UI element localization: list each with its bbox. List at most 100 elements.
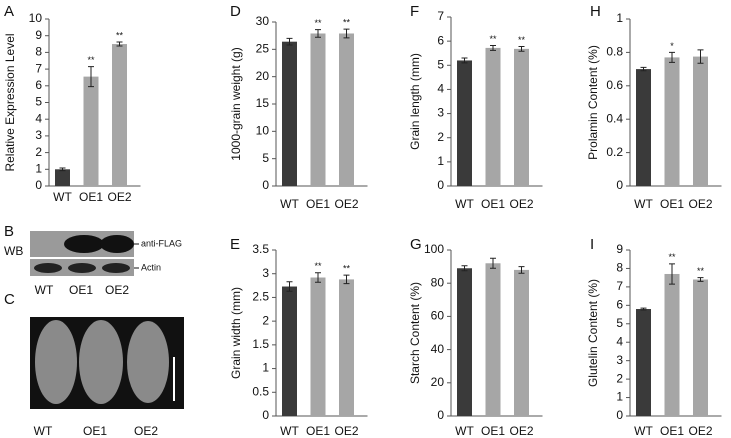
x-tick-label: OE2: [334, 424, 358, 438]
lane-label: WT: [34, 424, 53, 438]
y-tick-label: 0: [35, 178, 42, 192]
x-tick-label: WT: [634, 424, 653, 438]
y-tick-label: 4: [35, 111, 42, 125]
x-tick-label: OE1: [79, 190, 103, 204]
y-tick-label: 80: [431, 275, 445, 289]
x-tick-label: WT: [455, 197, 474, 211]
error-bar: [315, 272, 321, 283]
y-tick-label: 2: [437, 130, 444, 144]
bar: [457, 268, 472, 416]
error-bar: [697, 49, 704, 64]
lane-label: OE2: [105, 283, 129, 297]
grain: [79, 320, 123, 404]
x-tick-label: WT: [280, 197, 299, 211]
bar: [457, 60, 472, 187]
error-bar: [490, 44, 496, 51]
x-tick-label: OE2: [688, 197, 712, 211]
y-tick-label: 4: [437, 82, 444, 96]
y-tick-label: 5: [437, 57, 444, 71]
y-tick-label: 1: [616, 11, 623, 25]
blot-band: [64, 235, 104, 253]
y-tick-label: 7: [437, 9, 444, 23]
significance: *: [670, 41, 674, 51]
y-tick-label: 30: [256, 14, 270, 28]
y-tick-label: 6: [35, 78, 42, 92]
y-tick-label: 10: [29, 11, 43, 25]
y-tick-label: 2: [262, 313, 269, 327]
significance: **: [343, 264, 351, 274]
y-axis-label: Starch Content (%): [408, 282, 422, 384]
error-bar: [518, 266, 525, 274]
y-tick-label: 0.5: [252, 384, 269, 398]
bar: [664, 57, 680, 186]
band-label: anti-FLAG: [141, 238, 182, 248]
x-tick-label: OE2: [107, 190, 131, 204]
x-tick-label: OE2: [509, 197, 533, 211]
y-tick-label: 3: [262, 266, 269, 280]
significance: **: [343, 17, 351, 27]
y-tick-label: 9: [35, 28, 42, 42]
significance: **: [314, 18, 322, 28]
y-tick-label: 25: [256, 42, 270, 56]
blot-label: WB: [4, 244, 23, 258]
y-tick-label: 1.5: [252, 337, 269, 351]
significance: **: [116, 30, 124, 40]
band-label: Actin: [141, 262, 161, 272]
y-tick-label: 1: [262, 361, 269, 375]
y-tick-label: 4: [616, 334, 623, 348]
panel-letter: H: [590, 3, 601, 20]
error-bar: [315, 29, 321, 38]
error-bar: [461, 57, 468, 64]
significance: **: [314, 261, 322, 271]
x-tick-label: OE1: [306, 424, 330, 438]
y-axis-label: Relative Expression Level: [3, 33, 17, 171]
y-tick-label: 0: [616, 408, 623, 422]
bar: [514, 269, 529, 416]
bar: [636, 309, 651, 416]
y-tick-label: 0.2: [606, 145, 623, 159]
y-tick-label: 10: [256, 124, 270, 138]
significance: **: [668, 252, 676, 262]
bar: [83, 76, 99, 186]
error-bar: [518, 45, 525, 52]
error-bar: [461, 265, 468, 272]
error-bar: [669, 51, 675, 63]
error-bar: [286, 37, 293, 46]
bar: [55, 169, 70, 186]
y-tick-label: 5: [35, 95, 42, 109]
y-tick-label: 20: [256, 69, 270, 83]
bar: [636, 69, 651, 186]
significance: **: [697, 266, 705, 276]
significance: **: [489, 34, 497, 44]
panel-letter: D: [230, 3, 241, 20]
y-tick-label: 8: [35, 45, 42, 59]
y-tick-label: 3: [437, 106, 444, 120]
blot-band: [100, 235, 134, 253]
bar: [339, 33, 354, 187]
error-bar: [697, 277, 704, 282]
y-tick-label: 3.5: [252, 242, 269, 256]
error-bar: [286, 281, 293, 292]
bar: [310, 33, 326, 187]
bar: [693, 279, 708, 416]
y-tick-label: 3: [35, 128, 42, 142]
significance: **: [87, 55, 95, 65]
error-bar: [640, 66, 647, 72]
significance: **: [518, 35, 526, 45]
x-tick-label: OE1: [306, 197, 330, 211]
bar: [310, 277, 326, 416]
y-tick-label: 0.8: [606, 45, 623, 59]
blot-band: [34, 263, 62, 273]
y-axis-label: Glutelin Content (%): [586, 279, 600, 387]
y-axis-label: Grain length (mm): [408, 53, 422, 150]
y-tick-label: 2: [35, 145, 42, 159]
bar: [693, 56, 708, 187]
x-tick-label: OE2: [509, 424, 533, 438]
bar: [339, 279, 354, 416]
panel-letter: C: [4, 291, 15, 308]
x-tick-label: WT: [455, 424, 474, 438]
error-bar: [640, 307, 647, 311]
y-tick-label: 0: [616, 178, 623, 192]
y-tick-label: 1: [35, 161, 42, 175]
